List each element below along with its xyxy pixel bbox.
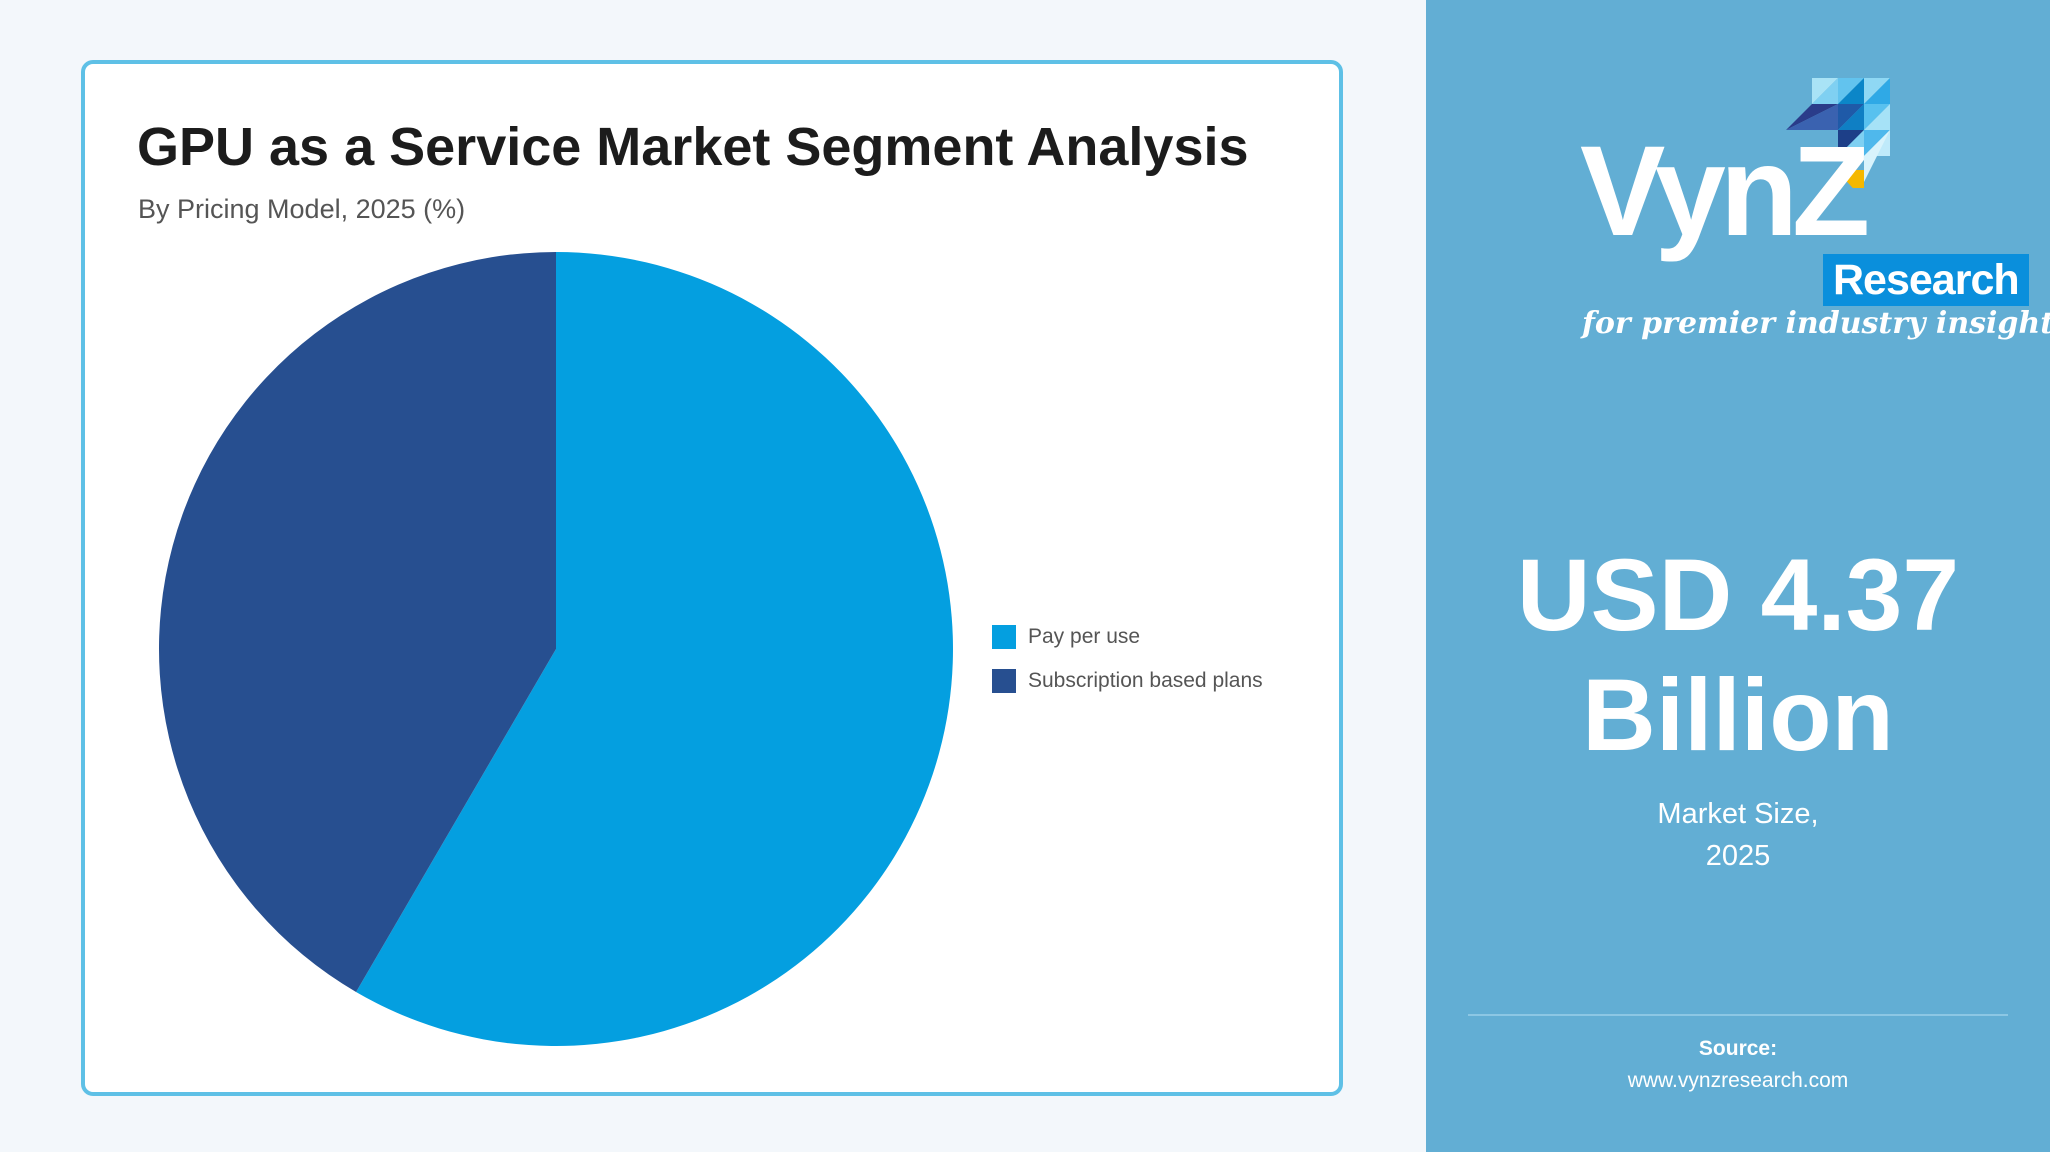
source-url: www.vynzresearch.com bbox=[1627, 1069, 1849, 1092]
pie-slice-subscription-based-plans bbox=[158, 252, 556, 992]
logo-wordmark: VynZ bbox=[1580, 120, 1870, 263]
legend-item-pay-per-use: Pay per use bbox=[992, 615, 1263, 659]
source-label: Source: bbox=[1698, 1037, 1778, 1060]
market-size-label: Market Size, bbox=[1657, 798, 1819, 830]
pie-chart bbox=[158, 252, 953, 1046]
market-size-caption: Market Size, 2025 bbox=[1426, 793, 2050, 877]
legend-swatch bbox=[992, 669, 1016, 693]
side-panel: VynZ Research for premier industry insig… bbox=[1426, 0, 2050, 1152]
chart-subtitle: By Pricing Model, 2025 (%) bbox=[138, 194, 466, 224]
legend-item-subscription-based-plans: Subscription based plans bbox=[992, 659, 1263, 703]
pie-slice-pay-per-use bbox=[356, 252, 953, 1046]
legend-label: Subscription based plans bbox=[1028, 669, 1263, 692]
market-size-year: 2025 bbox=[1705, 840, 1771, 872]
legend-swatch bbox=[992, 625, 1016, 649]
chart-title: GPU as a Service Market Segment Analysis bbox=[137, 117, 1249, 177]
vynz-research-logo: VynZ Research for premier industry insig… bbox=[1546, 70, 2050, 360]
market-size-value: USD 4.37 Billion bbox=[1516, 538, 1960, 772]
logo-tiles-icon bbox=[1786, 78, 1890, 188]
chart-card: GPU as a Service Market Segment Analysis… bbox=[81, 60, 1343, 1096]
logo-research-badge: Research bbox=[1823, 254, 2029, 306]
source-divider bbox=[1468, 1014, 2008, 1016]
chart-legend: Pay per use Subscription based plans bbox=[992, 615, 1263, 703]
logo-tagline: for premier industry insights bbox=[1582, 306, 2050, 341]
legend-label: Pay per use bbox=[1028, 625, 1141, 648]
